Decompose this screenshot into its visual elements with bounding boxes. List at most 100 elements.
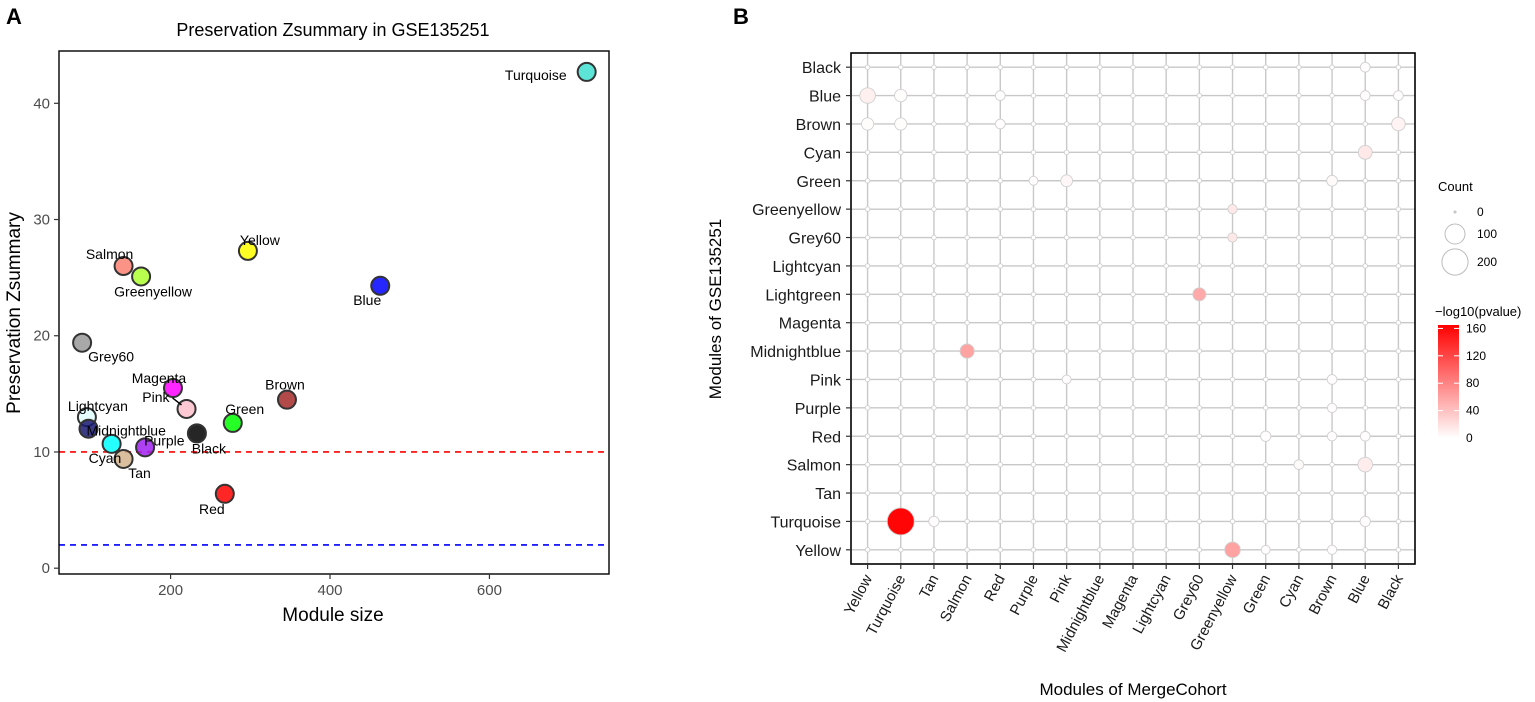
- point-label-purple: Purple: [144, 432, 185, 448]
- bubble-midnightblue-pink: [1097, 376, 1103, 383]
- bubble-turquoise-green: [898, 177, 904, 184]
- y-tick-label-magenta: Magenta: [779, 316, 841, 333]
- x-tick-label-purple: Purple: [1007, 572, 1042, 618]
- point-brown: [276, 389, 297, 410]
- bubble-black-brown: [1391, 116, 1406, 132]
- bubble-tan-purple: [931, 405, 937, 411]
- bubble-magenta-purple: [1130, 405, 1136, 411]
- bubble-black-green: [1395, 177, 1402, 184]
- bubble-greenyellow-salmon: [1229, 461, 1236, 468]
- point-label-turquoise: Turquoise: [505, 67, 567, 83]
- bubble-midnightblue-turquoise: [1097, 518, 1103, 525]
- bubble-black-yellow: [1395, 547, 1402, 553]
- y-tick-label-20: 20: [33, 328, 50, 345]
- bubble-pink-tan: [1063, 490, 1070, 496]
- bubble-pink-red: [1063, 433, 1070, 440]
- bubble-purple-lightcyan: [1030, 263, 1037, 269]
- bubble-purple-lightgreen: [1030, 291, 1037, 298]
- bubble-red-salmon: [997, 461, 1004, 468]
- bubble-cyan-salmon: [1293, 459, 1305, 470]
- bubble-green-brown: [1262, 121, 1269, 127]
- point-blue: [370, 275, 391, 296]
- bubble-lightcyan-pink: [1163, 376, 1169, 383]
- bubble-blue-magenta: [1362, 319, 1368, 326]
- point-purple: [135, 437, 156, 458]
- bubble-yellow-magenta: [864, 319, 871, 326]
- bubble-red-magenta: [997, 319, 1004, 326]
- bubble-tan-yellow: [931, 547, 937, 553]
- bubble-green-salmon: [1262, 461, 1269, 468]
- bubble-black-salmon: [1395, 461, 1402, 468]
- bubble-grey60-pink: [1196, 376, 1203, 383]
- bubble-greenyellow-pink: [1229, 376, 1236, 383]
- bubble-salmon-blue: [964, 92, 970, 99]
- size-legend-circle-100: [1444, 223, 1466, 245]
- bubble-black-turquoise: [1395, 518, 1402, 525]
- bubble-pink-purple: [1063, 405, 1070, 411]
- point-label-cyan: Cyan: [89, 450, 122, 466]
- bubble-tan-grey60: [931, 234, 937, 241]
- bubble-magenta-red: [1130, 433, 1136, 440]
- bubble-green-lightcyan: [1262, 263, 1269, 269]
- bubble-purple-pink: [1030, 376, 1037, 383]
- bubble-turquoise-lightgreen: [898, 291, 904, 298]
- bubble-yellow-yellow: [864, 547, 871, 553]
- bubble-grey60-lightcyan: [1196, 263, 1203, 269]
- bubble-red-green: [997, 177, 1004, 184]
- bubble-pink-greenyellow: [1063, 206, 1070, 212]
- bubble-purple-magenta: [1030, 319, 1037, 326]
- point-label-salmon: Salmon: [86, 246, 133, 262]
- size-legend-label-0: 0: [1477, 205, 1484, 219]
- scatter-x-axis-label: Module size: [282, 605, 383, 626]
- bubble-red-turquoise: [997, 518, 1004, 525]
- bubble-turquoise-turquoise: [886, 507, 915, 536]
- color-legend-ticks: 0 40 80 120 160: [1438, 321, 1486, 445]
- scatter-points: [72, 61, 597, 504]
- y-tick-label-pink: Pink: [810, 372, 842, 389]
- bubble-turquoise-grey60: [898, 234, 904, 241]
- bubble-yellow-red: [864, 433, 871, 440]
- x-tick-label-yellow: Yellow: [841, 572, 876, 618]
- bubble-black-lightgreen: [1395, 291, 1402, 298]
- y-tick-label-yellow: Yellow: [795, 543, 841, 560]
- bubble-x-axis-label: Modules of MergeCohort: [1039, 680, 1226, 699]
- bubble-magenta-brown: [1130, 121, 1136, 127]
- bubble-red-yellow: [997, 547, 1004, 553]
- bubble-blue-midnightblue: [1362, 348, 1368, 354]
- bubble-grey60-blue: [1196, 92, 1203, 99]
- x-tick-label-brown: Brown: [1306, 572, 1341, 618]
- bubble-yellow-blue: [859, 87, 876, 104]
- bubble-green-green: [1262, 177, 1269, 184]
- bubble-grey60-purple: [1196, 405, 1203, 411]
- bubble-tan-black: [931, 64, 937, 70]
- y-tick-label-lightgreen: Lightgreen: [765, 287, 841, 304]
- point-label-yellow: Yellow: [240, 232, 281, 248]
- x-tick-label-tan: Tan: [916, 572, 942, 601]
- bubble-blue-lightgreen: [1362, 291, 1368, 298]
- bubble-turquoise-tan: [898, 490, 904, 496]
- bubble-magenta-lightcyan: [1130, 263, 1136, 269]
- point-label-greenyellow: Greenyellow: [114, 283, 193, 299]
- bubble-green-magenta: [1262, 319, 1269, 326]
- point-label-black: Black: [192, 440, 227, 456]
- bubble-magenta-cyan: [1130, 149, 1136, 156]
- bubble-turquoise-red: [898, 433, 904, 440]
- bubble-grey60-greenyellow: [1196, 206, 1203, 212]
- bubble-tan-lightcyan: [931, 263, 937, 269]
- bubble-y-tick-labels: Black Blue Brown Cyan Green Greenyellow Grey60…: [750, 60, 851, 560]
- point-turquoise: [576, 61, 597, 82]
- point-grey60: [72, 332, 93, 353]
- color-legend-label-160: 160: [1466, 321, 1486, 335]
- bubble-cyan-lightgreen: [1296, 291, 1302, 298]
- color-legend-label-80: 80: [1466, 376, 1480, 390]
- bubble-green-midnightblue: [1262, 348, 1269, 354]
- bubble-brown-purple: [1326, 402, 1338, 413]
- point-greenyellow: [131, 266, 152, 287]
- bubble-grey60-tan: [1196, 490, 1203, 496]
- bubble-salmon-red: [964, 433, 970, 440]
- bubble-brown-yellow: [1326, 544, 1338, 555]
- bubble-magenta-blue: [1130, 92, 1136, 99]
- y-tick-label-black: Black: [802, 60, 842, 77]
- bubble-y-axis-label: Modules of GSE135251: [706, 219, 725, 400]
- bubble-grey60-midnightblue: [1196, 348, 1203, 354]
